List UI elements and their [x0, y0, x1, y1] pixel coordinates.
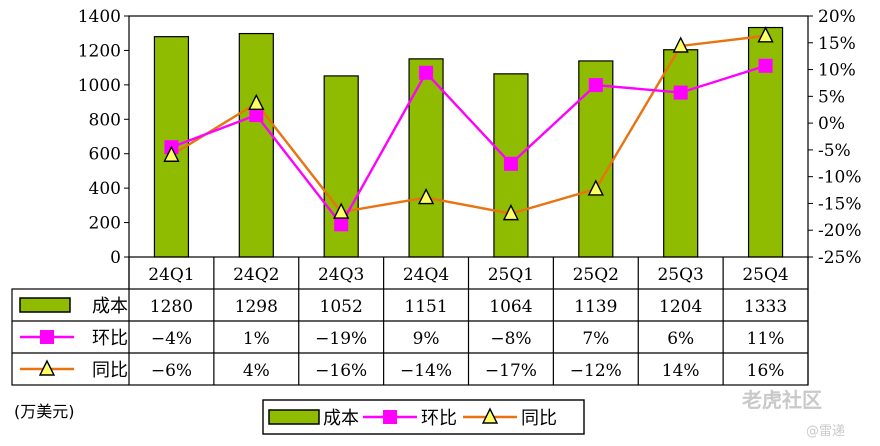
category-label: 24Q1: [148, 265, 194, 285]
mom-row-value: −8%: [490, 329, 531, 349]
mom-point: [334, 217, 349, 232]
cost-row-key: [19, 297, 71, 313]
cost-row-value: 1139: [574, 297, 617, 317]
left-axis-tick-label: 1400: [78, 7, 121, 27]
legend-mom-label: 环比: [421, 408, 457, 429]
unit-label: (万美元): [14, 402, 75, 421]
watermark-subtext: @雷递: [806, 424, 846, 439]
right-axis-tick-label: -5%: [818, 141, 851, 161]
category-label: 24Q3: [318, 265, 364, 285]
left-axis-tick-label: 600: [89, 145, 121, 165]
right-axis-tick-label: -20%: [818, 221, 862, 241]
left-axis-tick-label: 0: [110, 248, 121, 268]
yoy-point: [502, 204, 520, 221]
cost-row-name: 成本: [92, 296, 128, 317]
yoy-point: [163, 145, 180, 162]
bar: [238, 32, 274, 258]
cost-row-value: 1151: [404, 297, 447, 317]
yoy-row-value: −16%: [315, 361, 367, 381]
cost-row-value: 1064: [489, 297, 532, 317]
right-axis-tick-label: 10%: [818, 61, 856, 81]
cost-row-value: 1280: [150, 297, 193, 317]
mom-row-name: 环比: [92, 328, 128, 349]
cost-row-value: 1204: [659, 297, 702, 317]
mom-point: [419, 65, 434, 80]
yoy-point: [672, 36, 689, 53]
right-axis-tick-label: 20%: [818, 7, 856, 27]
cost-row-value: 1333: [744, 297, 787, 317]
yoy-row-value: 4%: [243, 361, 270, 381]
yoy-line: [170, 34, 766, 215]
cost-row-value: 1052: [320, 297, 363, 317]
yoy-point: [417, 187, 435, 205]
yoy-row-value: −14%: [400, 361, 452, 381]
yoy-point: [333, 202, 350, 219]
left-axis-tick-label: 800: [89, 110, 121, 130]
category-label: 25Q3: [657, 265, 703, 285]
mom-point: [503, 156, 518, 171]
category-label: 24Q2: [233, 265, 279, 285]
left-axis-tick-label: 200: [89, 214, 121, 234]
bar: [663, 49, 699, 258]
mom-row-value: −19%: [315, 329, 367, 349]
right-axis-tick-label: -10%: [818, 168, 862, 188]
mom-row-value: 9%: [413, 329, 440, 349]
right-axis-tick-label: -25%: [818, 248, 862, 268]
plot-frame: [128, 15, 809, 258]
yoy-row-name: 同比: [92, 360, 128, 381]
mom-point: [758, 58, 773, 73]
yoy-row-value: −17%: [485, 361, 537, 381]
category-label: 24Q4: [403, 265, 449, 285]
mom-point: [249, 108, 264, 123]
yoy-row-value: 14%: [662, 361, 700, 381]
category-label: 25Q4: [742, 265, 788, 285]
category-label: 25Q2: [573, 265, 619, 285]
mom-row-value: 1%: [243, 329, 270, 349]
yoy-point: [248, 93, 265, 110]
right-axis-tick-label: -15%: [818, 194, 862, 214]
category-label: 25Q1: [488, 265, 534, 285]
yoy-point: [587, 179, 604, 196]
left-axis-tick-label: 400: [89, 179, 121, 199]
yoy-row-value: 16%: [747, 361, 785, 381]
legend-cost-key: [268, 409, 320, 425]
yoy-row-value: −6%: [151, 361, 192, 381]
yoy-point: [757, 26, 774, 43]
right-axis-tick-label: 15%: [818, 34, 856, 54]
yoy-row-key-marker: [38, 359, 56, 376]
mom-point: [673, 85, 688, 100]
cost-row-value: 1298: [235, 297, 278, 317]
legend-yoy-label: 同比: [521, 408, 557, 429]
mom-row-value: −4%: [151, 329, 192, 349]
right-axis-tick-label: 0%: [818, 114, 845, 134]
bar: [578, 60, 614, 258]
right-axis-tick-label: 5%: [818, 87, 845, 107]
yoy-row-value: −12%: [570, 361, 622, 381]
left-axis-tick-label: 1200: [78, 41, 121, 61]
watermark-text: 老虎社区: [742, 388, 822, 412]
mom-point: [588, 78, 603, 93]
mom-line: [171, 64, 766, 227]
legend-yoy-key-marker: [481, 407, 499, 424]
mom-row-value: 11%: [747, 329, 785, 349]
mom-row-key-marker: [40, 330, 54, 344]
left-axis-tick-label: 1000: [78, 76, 121, 96]
legend-cost-label: 成本: [323, 408, 359, 429]
mom-row-value: 7%: [582, 329, 609, 349]
bar: [408, 58, 444, 258]
legend-mom-key-marker: [383, 410, 397, 424]
mom-row-value: 6%: [667, 329, 694, 349]
